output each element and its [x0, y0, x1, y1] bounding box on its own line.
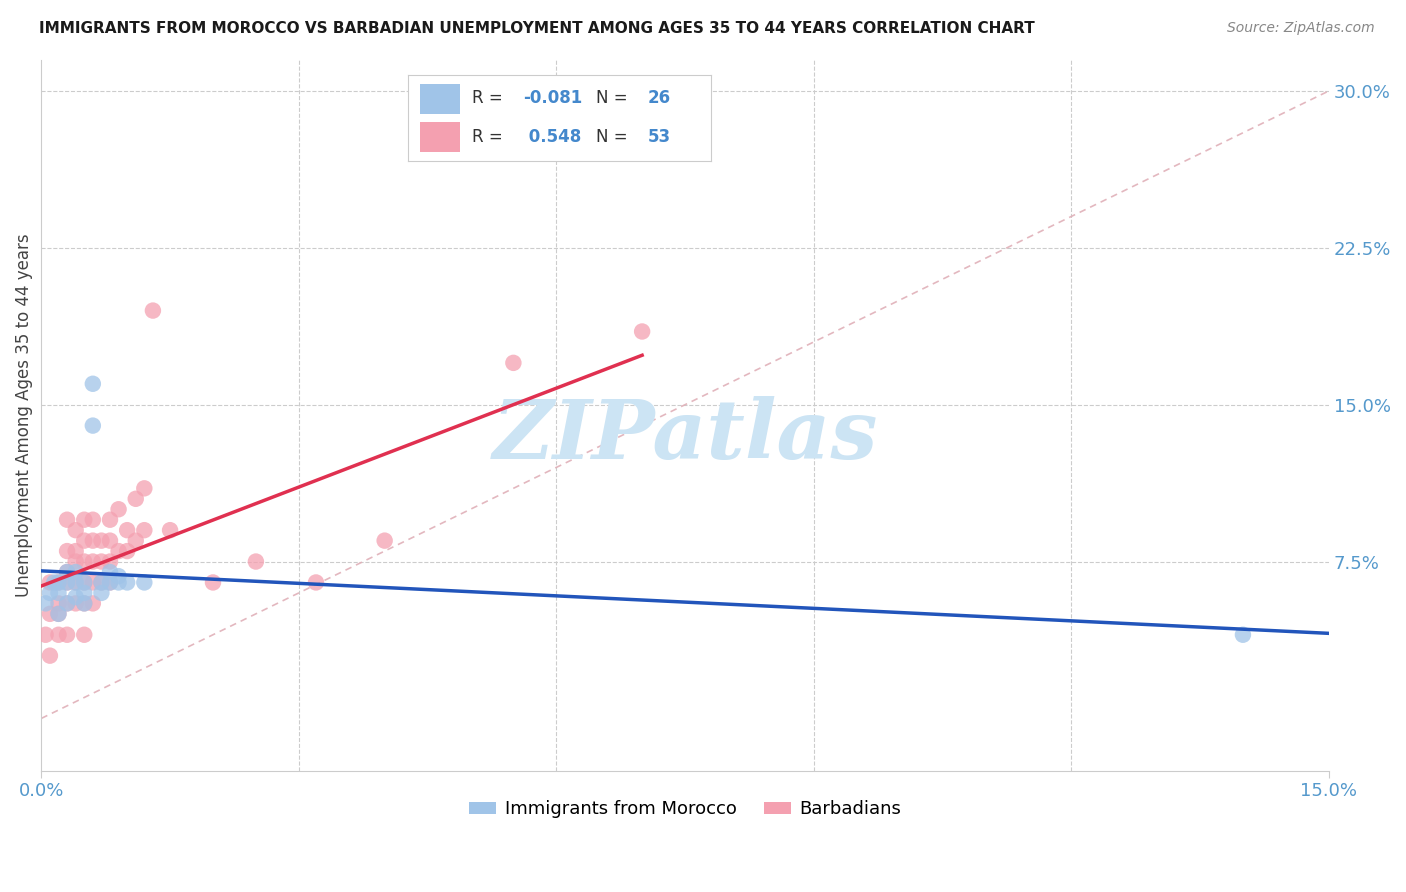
Point	[115, 544, 138, 558]
Point	[39, 586, 62, 600]
Point	[98, 555, 121, 569]
Point	[73, 628, 96, 642]
Point	[56, 544, 79, 558]
Point	[134, 481, 156, 495]
Point	[65, 590, 87, 604]
Point	[98, 575, 121, 590]
Point	[73, 596, 96, 610]
Point	[56, 575, 79, 590]
Point	[73, 555, 96, 569]
Point	[56, 575, 79, 590]
Point	[90, 533, 112, 548]
Point	[125, 491, 148, 506]
Point	[56, 596, 79, 610]
Point	[56, 513, 79, 527]
Point	[98, 575, 121, 590]
Point	[305, 575, 328, 590]
Point	[48, 586, 70, 600]
Text: Source: ZipAtlas.com: Source: ZipAtlas.com	[1227, 21, 1375, 35]
Point	[48, 596, 70, 610]
Point	[39, 575, 62, 590]
Legend: Immigrants from Morocco, Barbadians: Immigrants from Morocco, Barbadians	[461, 793, 908, 826]
Point	[56, 565, 79, 579]
Point	[107, 502, 129, 516]
Text: ZIPatlas: ZIPatlas	[492, 396, 877, 476]
Point	[374, 533, 396, 548]
Point	[48, 628, 70, 642]
Point	[134, 523, 156, 537]
Point	[65, 596, 87, 610]
Point	[245, 555, 267, 569]
Point	[134, 575, 156, 590]
Point	[159, 523, 181, 537]
Point	[107, 544, 129, 558]
Point	[115, 523, 138, 537]
Point	[73, 596, 96, 610]
Point	[142, 303, 165, 318]
Point	[502, 356, 524, 370]
Point	[107, 575, 129, 590]
Point	[44, 575, 66, 590]
Point	[1232, 628, 1254, 642]
Point	[90, 575, 112, 590]
Point	[48, 607, 70, 621]
Point	[34, 628, 56, 642]
Point	[73, 586, 96, 600]
Point	[48, 575, 70, 590]
Point	[65, 555, 87, 569]
Point	[82, 575, 104, 590]
Point	[82, 555, 104, 569]
Point	[56, 628, 79, 642]
Point	[73, 575, 96, 590]
Point	[48, 575, 70, 590]
Point	[73, 575, 96, 590]
Point	[125, 533, 148, 548]
Point	[34, 596, 56, 610]
Point	[73, 513, 96, 527]
Point	[73, 533, 96, 548]
Point	[56, 596, 79, 610]
Point	[115, 575, 138, 590]
Point	[82, 596, 104, 610]
Point	[48, 607, 70, 621]
Point	[39, 648, 62, 663]
Point	[56, 565, 79, 579]
Point	[201, 575, 224, 590]
Point	[39, 607, 62, 621]
Point	[98, 513, 121, 527]
Point	[65, 575, 87, 590]
Point	[82, 513, 104, 527]
Point	[82, 533, 104, 548]
Point	[631, 325, 654, 339]
Point	[82, 376, 104, 391]
Y-axis label: Unemployment Among Ages 35 to 44 years: Unemployment Among Ages 35 to 44 years	[15, 234, 32, 597]
Point	[98, 565, 121, 579]
Point	[98, 533, 121, 548]
Point	[90, 586, 112, 600]
Point	[90, 555, 112, 569]
Point	[82, 418, 104, 433]
Point	[90, 575, 112, 590]
Point	[65, 523, 87, 537]
Point	[65, 565, 87, 579]
Point	[65, 544, 87, 558]
Point	[107, 569, 129, 583]
Text: IMMIGRANTS FROM MOROCCO VS BARBADIAN UNEMPLOYMENT AMONG AGES 35 TO 44 YEARS CORR: IMMIGRANTS FROM MOROCCO VS BARBADIAN UNE…	[39, 21, 1035, 36]
Point	[65, 575, 87, 590]
